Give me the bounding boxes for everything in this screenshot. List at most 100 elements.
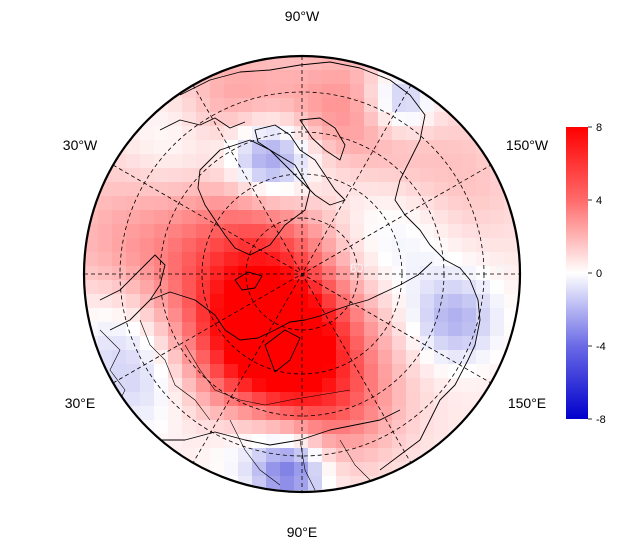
anomaly-cell: [252, 112, 267, 127]
anomaly-cell: [126, 252, 141, 267]
anomaly-cell: [266, 434, 281, 449]
anomaly-cell: [98, 224, 113, 239]
anomaly-cell: [224, 322, 239, 337]
anomaly-cell: [448, 364, 463, 379]
anomaly-cell: [462, 294, 477, 309]
anomaly-cell: [280, 434, 295, 449]
anomaly-cell: [322, 378, 337, 393]
anomaly-cell: [182, 406, 197, 421]
anomaly-cell: [252, 224, 267, 239]
anomaly-cell: [364, 406, 379, 421]
anomaly-cell: [238, 196, 253, 211]
anomaly-cell: [322, 112, 337, 127]
anomaly-cell: [266, 476, 281, 491]
anomaly-cell: [140, 336, 155, 351]
anomaly-cell: [476, 196, 491, 211]
anomaly-cell: [308, 112, 323, 127]
anomaly-cell: [98, 280, 113, 295]
anomaly-cell: [322, 392, 337, 407]
anomaly-cell: [126, 420, 141, 435]
anomaly-cell: [336, 336, 351, 351]
anomaly-cell: [392, 294, 407, 309]
anomaly-cell: [308, 350, 323, 365]
anomaly-cell: [308, 434, 323, 449]
anomaly-cell: [490, 280, 505, 295]
anomaly-cell: [126, 238, 141, 253]
anomaly-cell: [392, 336, 407, 351]
anomaly-cell: [252, 266, 267, 281]
anomaly-cell: [238, 378, 253, 393]
anomaly-cell: [434, 140, 449, 155]
colorbar: 8 4 0 -4 -8: [566, 122, 606, 426]
anomaly-cell: [224, 266, 239, 281]
anomaly-cell: [266, 308, 281, 323]
anomaly-cell: [98, 336, 113, 351]
anomaly-cell: [140, 280, 155, 295]
anomaly-cell: [126, 308, 141, 323]
anomaly-cell: [98, 154, 113, 169]
anomaly-cell: [140, 434, 155, 449]
anomaly-cell: [322, 70, 337, 85]
anomaly-cell: [196, 98, 211, 113]
anomaly-cell: [476, 336, 491, 351]
anomaly-cell: [210, 294, 225, 309]
anomaly-cell: [476, 294, 491, 309]
anomaly-cell: [168, 210, 183, 225]
anomaly-cell: [308, 266, 323, 281]
anomaly-cell: [280, 84, 295, 99]
anomaly-cell: [182, 224, 197, 239]
anomaly-cell: [126, 112, 141, 127]
anomaly-cell: [252, 154, 267, 169]
anomaly-cell: [378, 280, 393, 295]
anomaly-cell: [448, 336, 463, 351]
anomaly-cell: [182, 252, 197, 267]
anomaly-cell: [224, 364, 239, 379]
anomaly-cell: [350, 252, 365, 267]
anomaly-cell: [210, 140, 225, 155]
anomaly-cell: [140, 140, 155, 155]
anomaly-cell: [238, 406, 253, 421]
anomaly-cell: [210, 168, 225, 183]
anomaly-cell: [392, 112, 407, 127]
anomaly-cell: [168, 112, 183, 127]
anomaly-cell: [238, 98, 253, 113]
anomaly-cell: [518, 238, 520, 253]
anomaly-cell: [182, 392, 197, 407]
anomaly-cell: [476, 126, 491, 141]
anomaly-cell: [294, 56, 309, 71]
anomaly-cell: [448, 224, 463, 239]
anomaly-cell: [322, 168, 337, 183]
anomaly-cell: [364, 280, 379, 295]
anomaly-cell: [392, 350, 407, 365]
anomaly-cell: [224, 168, 239, 183]
anomaly-cell: [462, 168, 477, 183]
colorbar-tick-label: -4: [596, 341, 606, 353]
anomaly-cell: [420, 294, 435, 309]
anomaly-cell: [462, 420, 477, 435]
anomaly-cell: [210, 308, 225, 323]
anomaly-cell: [350, 392, 365, 407]
anomaly-cell: [168, 154, 183, 169]
anomaly-cell: [252, 434, 267, 449]
anomaly-cell: [378, 420, 393, 435]
anomaly-cell: [182, 378, 197, 393]
anomaly-cell: [434, 126, 449, 141]
anomaly-cell: [350, 294, 365, 309]
coastlines: [99, 61, 481, 471]
anomaly-cell: [308, 98, 323, 113]
anomaly-cell: [210, 448, 225, 463]
anomaly-cell: [364, 364, 379, 379]
anomaly-cell: [112, 196, 127, 211]
anomaly-cell: [252, 336, 267, 351]
anomaly-cell: [140, 350, 155, 365]
anomaly-cell: [420, 378, 435, 393]
anomaly-cell: [196, 238, 211, 253]
anomaly-cell: [280, 350, 295, 365]
anomaly-cell: [196, 84, 211, 99]
anomaly-cell: [322, 280, 337, 295]
anomaly-cell: [112, 406, 127, 421]
anomaly-cell: [126, 196, 141, 211]
anomaly-cell: [518, 294, 520, 309]
anomaly-cell: [406, 224, 421, 239]
anomaly-cell: [448, 308, 463, 323]
